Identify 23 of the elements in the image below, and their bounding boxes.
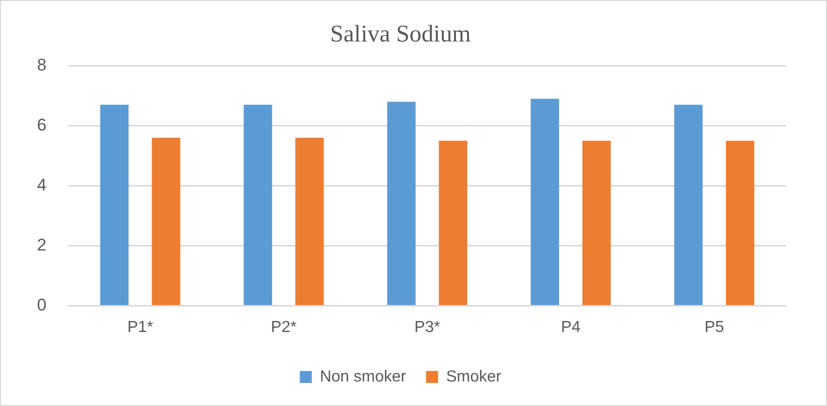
y-tick-label: 8 bbox=[36, 55, 46, 74]
bar bbox=[152, 138, 180, 306]
y-tick-label: 2 bbox=[36, 235, 46, 254]
x-tick-label: P4 bbox=[560, 318, 581, 336]
chart-title: Saliva Sodium bbox=[330, 22, 472, 48]
x-tick-label: P3* bbox=[414, 318, 440, 336]
x-tick-label: P5 bbox=[704, 318, 724, 336]
bar bbox=[674, 104, 703, 306]
bar bbox=[295, 138, 324, 306]
y-tick-label: 0 bbox=[36, 295, 46, 314]
x-tick-label: P1* bbox=[127, 318, 154, 336]
x-tick-label: P2* bbox=[270, 318, 297, 336]
bar bbox=[530, 98, 560, 306]
bar bbox=[582, 140, 611, 306]
bar bbox=[387, 102, 416, 306]
bar bbox=[244, 104, 272, 306]
y-tick-label: 4 bbox=[36, 175, 46, 194]
legend-label: Non smoker bbox=[320, 368, 407, 386]
legend-label: Smoker bbox=[446, 368, 502, 386]
y-tick-label: 6 bbox=[36, 115, 46, 134]
bar bbox=[726, 140, 754, 306]
bar bbox=[100, 104, 129, 306]
bar bbox=[438, 140, 468, 306]
